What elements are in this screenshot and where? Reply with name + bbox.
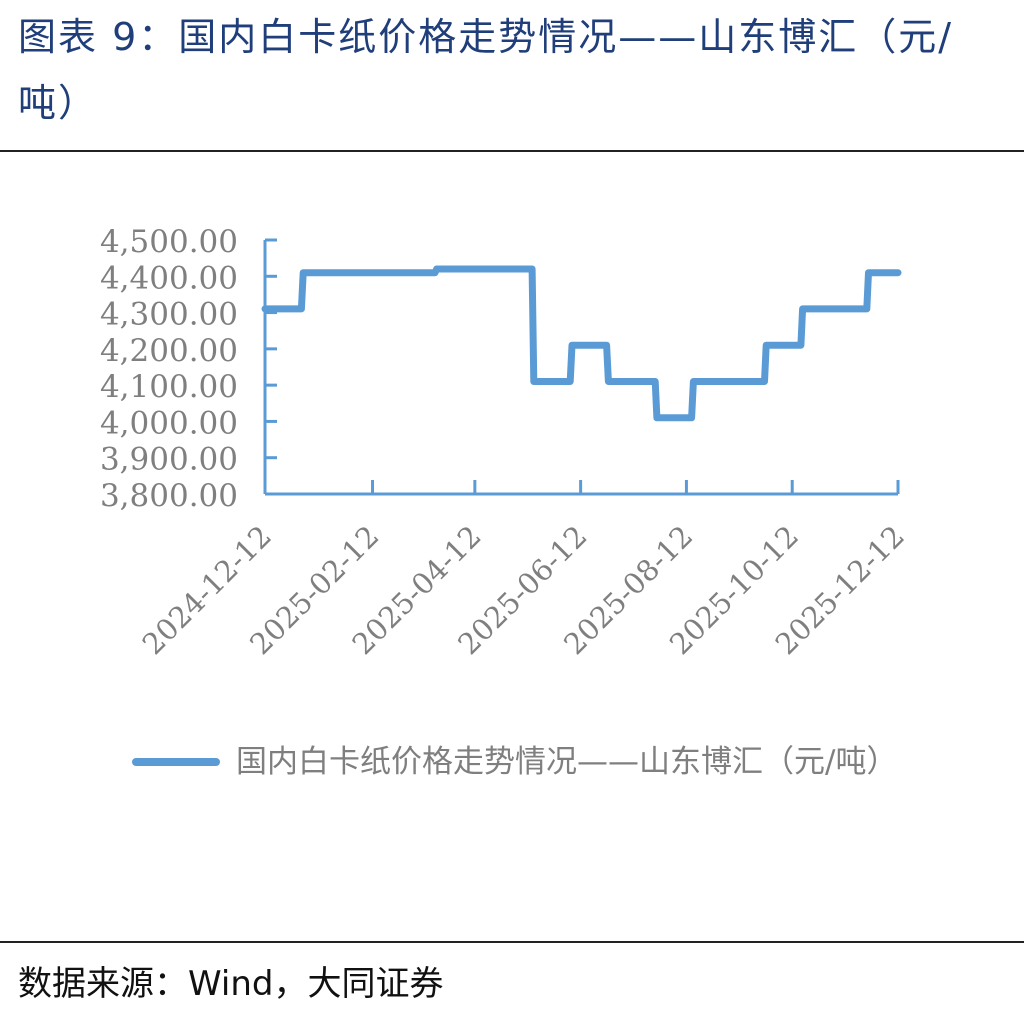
line-chart: 3,800.003,900.004,000.004,100.004,200.00… <box>100 224 911 661</box>
y-axis: 3,800.003,900.004,000.004,100.004,200.00… <box>100 224 277 514</box>
series-line <box>261 265 902 422</box>
y-tick-label: 4,300.00 <box>100 297 238 333</box>
bottom-rule <box>0 941 1024 943</box>
y-tick-label: 3,900.00 <box>100 442 238 478</box>
y-tick-label: 4,100.00 <box>100 369 238 405</box>
y-tick-label: 3,800.00 <box>100 478 238 514</box>
series <box>261 265 902 422</box>
legend-swatch <box>132 758 220 766</box>
top-rule <box>0 150 1024 152</box>
figure-title: 图表 9：国内白卡纸价格走势情况——山东博汇（元/吨） <box>18 15 954 125</box>
y-tick-label: 4,200.00 <box>100 333 238 369</box>
legend-label: 国内白卡纸价格走势情况——山东博汇（元/吨） <box>236 744 898 780</box>
source-note: 数据来源：Wind，大同证券 <box>18 964 444 1004</box>
y-tick-label: 4,500.00 <box>100 224 238 260</box>
y-tick-label: 4,000.00 <box>100 405 238 441</box>
y-tick-label: 4,400.00 <box>100 260 238 296</box>
x-axis: 2024-12-122025-02-122025-04-122025-06-12… <box>136 480 911 661</box>
